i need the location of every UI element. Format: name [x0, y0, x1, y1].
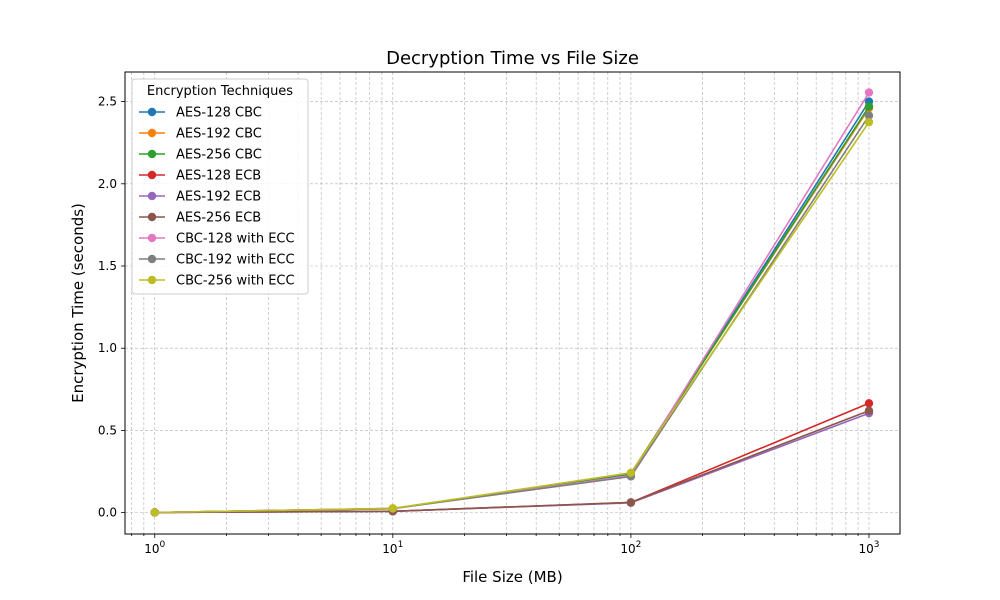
- series-line: [154, 409, 870, 514]
- y-tick-label: 2.0: [98, 177, 117, 191]
- data-point: [864, 406, 874, 415]
- y-tick-label: 1.0: [98, 341, 117, 355]
- axes: 100 101 102 103 0.0 0.5 1.0 1.5 2.0 2.5: [98, 95, 880, 556]
- legend-label: AES-192 CBC: [176, 127, 262, 142]
- x-tick-label: 101: [382, 540, 403, 556]
- data-point: [626, 468, 636, 478]
- data-point: [150, 508, 159, 517]
- legend-entry: AES-192 ECB: [139, 190, 261, 205]
- legend-label: AES-128 CBC: [176, 106, 262, 121]
- legend-entry: CBC-128 with ECC: [139, 232, 295, 247]
- legend-marker: [147, 149, 157, 159]
- data-point: [864, 102, 874, 111]
- legend-label: AES-192 ECB: [176, 190, 261, 205]
- legend-box: [131, 78, 309, 295]
- legend-marker: [147, 212, 157, 222]
- legend-marker: [147, 275, 157, 285]
- legend-label: AES-256 CBC: [176, 148, 262, 163]
- data-point: [864, 117, 874, 127]
- legend-entry: AES-256 ECB: [139, 211, 261, 226]
- series-cbc-256-with-ecc: [150, 117, 874, 517]
- legend-marker: [147, 191, 157, 201]
- data-point: [864, 111, 874, 120]
- y-tick-label: 0.5: [98, 423, 117, 437]
- legend: Encryption Techniques AES-128 CBC AES-192…: [131, 78, 309, 295]
- legend-entry: AES-128 ECB: [139, 169, 261, 184]
- y-tick-label: 0.0: [98, 506, 117, 520]
- x-tick-label: 103: [858, 540, 879, 556]
- data-point: [864, 88, 874, 97]
- legend-marker: [147, 128, 157, 138]
- data-point: [388, 504, 398, 513]
- series-line: [154, 121, 870, 514]
- series-layer: [150, 88, 874, 517]
- legend-marker: [147, 107, 157, 117]
- x-tick-label: 100: [144, 540, 165, 556]
- legend-label: CBC-192 with ECC: [176, 253, 295, 268]
- y-tick-label: 2.5: [98, 95, 117, 109]
- legend-entry: AES-192 CBC: [139, 127, 262, 142]
- legend-entry: AES-128 CBC: [139, 106, 262, 121]
- legend-label: CBC-256 with ECC: [176, 274, 295, 289]
- y-axis-label: Encryption Time (seconds): [69, 203, 87, 403]
- x-axis-label: File Size (MB): [462, 568, 562, 586]
- legend-marker: [147, 233, 157, 243]
- legend-marker: [147, 254, 157, 264]
- legend-entry: CBC-192 with ECC: [139, 253, 295, 268]
- legend-marker: [147, 170, 157, 180]
- x-tick-label: 102: [620, 540, 641, 556]
- legend-title: Encryption Techniques: [147, 84, 293, 99]
- legend-label: AES-128 ECB: [176, 169, 261, 184]
- legend-label: AES-256 ECB: [176, 211, 261, 226]
- legend-entry: AES-256 CBC: [139, 148, 262, 163]
- y-tick-label: 1.5: [98, 259, 117, 273]
- legend-entry: CBC-256 with ECC: [139, 274, 295, 289]
- data-point: [864, 399, 874, 408]
- plot-frame: [124, 71, 901, 535]
- legend-label: CBC-128 with ECC: [176, 232, 295, 247]
- chart-title: Decryption Time vs File Size: [386, 48, 639, 69]
- data-point: [626, 498, 636, 507]
